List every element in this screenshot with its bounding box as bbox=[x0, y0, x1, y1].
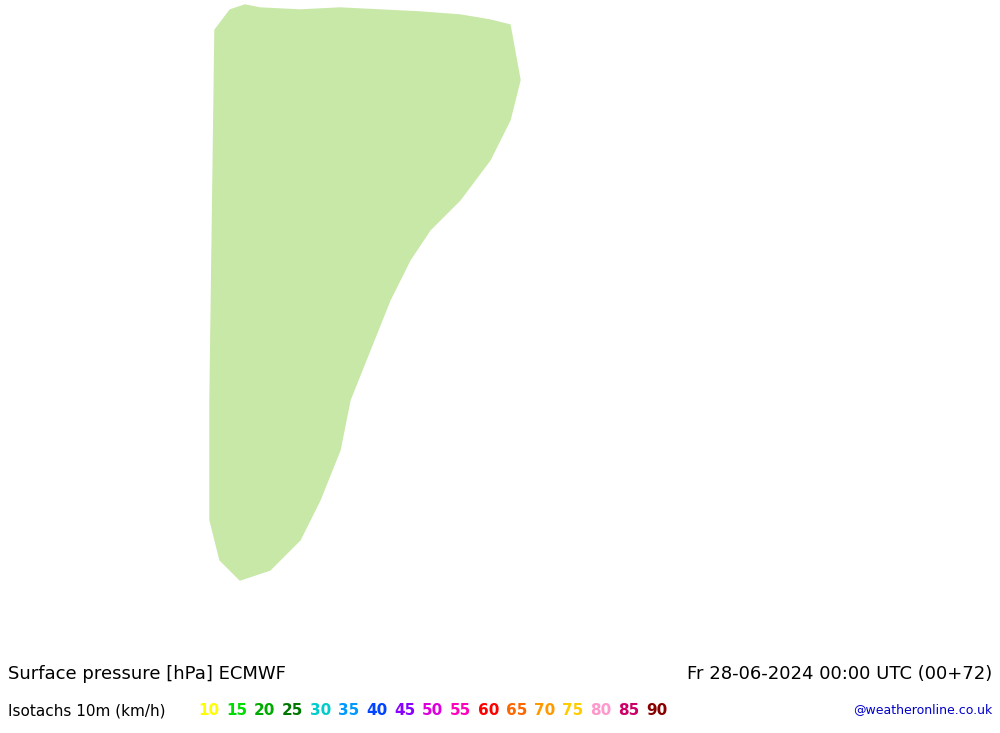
Text: 45: 45 bbox=[394, 703, 415, 718]
Text: @weatheronline.co.uk: @weatheronline.co.uk bbox=[853, 703, 992, 716]
Text: 90: 90 bbox=[646, 703, 667, 718]
Text: 60: 60 bbox=[478, 703, 499, 718]
Text: 30: 30 bbox=[310, 703, 331, 718]
Text: 50: 50 bbox=[422, 703, 443, 718]
Text: 70: 70 bbox=[534, 703, 555, 718]
Text: Isotachs 10m (km/h): Isotachs 10m (km/h) bbox=[8, 703, 166, 718]
Text: 25: 25 bbox=[282, 703, 303, 718]
Text: Fr 28-06-2024 00:00 UTC (00+72): Fr 28-06-2024 00:00 UTC (00+72) bbox=[687, 665, 992, 683]
Text: 20: 20 bbox=[254, 703, 275, 718]
Text: Surface pressure [hPa] ECMWF: Surface pressure [hPa] ECMWF bbox=[8, 665, 286, 683]
Text: 40: 40 bbox=[366, 703, 387, 718]
Text: 75: 75 bbox=[562, 703, 583, 718]
Text: 15: 15 bbox=[226, 703, 247, 718]
Text: 80: 80 bbox=[590, 703, 611, 718]
Text: 35: 35 bbox=[338, 703, 359, 718]
Polygon shape bbox=[210, 5, 520, 580]
Text: 10: 10 bbox=[198, 703, 219, 718]
Text: 85: 85 bbox=[618, 703, 639, 718]
Text: 55: 55 bbox=[450, 703, 471, 718]
Text: 65: 65 bbox=[506, 703, 527, 718]
